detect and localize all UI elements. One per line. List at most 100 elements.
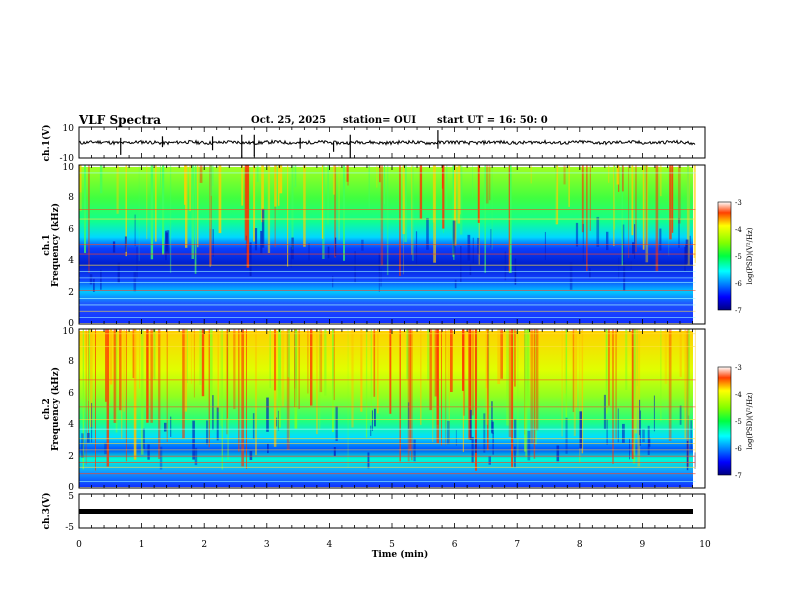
ch1-colorbar-tick--6: -6	[735, 280, 742, 288]
spectral-dip	[575, 222, 579, 247]
spectral-dip	[112, 241, 116, 253]
spectral-streak	[377, 329, 379, 414]
spectral-streak	[79, 165, 82, 212]
spectral-streak	[568, 165, 570, 207]
spectral-dip	[490, 229, 492, 248]
spectral-streak	[116, 165, 119, 214]
spectral-streak	[572, 329, 575, 412]
spectral-streak	[253, 165, 256, 242]
spectral-dip	[147, 444, 150, 460]
ch2-freq-tick-4: 4	[68, 420, 74, 430]
spectral-streak	[457, 165, 461, 224]
spectral-streak	[514, 329, 516, 387]
spectral-streak	[85, 329, 87, 465]
spectral-dip	[334, 237, 337, 257]
spectral-dip	[639, 410, 641, 446]
spectral-streak	[294, 165, 297, 188]
spectral-streak	[370, 329, 372, 422]
spectral-streak	[310, 329, 313, 406]
spectral-streak	[328, 165, 329, 210]
spectral-streak	[289, 329, 290, 442]
spectral-streak	[186, 329, 188, 384]
spectral-dip	[276, 417, 278, 427]
x-tick-label: 8	[577, 540, 583, 550]
spectral-streak	[500, 329, 503, 379]
spectral-streak	[555, 165, 559, 225]
spectral-streak	[625, 329, 628, 390]
spectral-dip	[684, 246, 686, 271]
spectral-streak	[445, 329, 447, 446]
spectral-dip	[327, 246, 330, 259]
spectral-streak	[459, 165, 463, 235]
spectral-streak	[201, 329, 205, 397]
spectral-streak	[454, 165, 457, 246]
spectral-dip	[308, 243, 310, 261]
ch2-colorbar-tick--6: -6	[735, 445, 742, 453]
spectral-streak	[166, 329, 168, 442]
spectral-streak	[622, 165, 624, 192]
ch1-freq-tick-0: 0	[68, 319, 74, 329]
spectral-streak	[506, 329, 509, 426]
spectral-dip	[117, 262, 120, 283]
spectral-streak	[246, 165, 250, 268]
spectral-streak	[612, 329, 614, 464]
spectral-streak	[645, 165, 648, 245]
ch1-waveform-panel: 10 -10 ch.1(V)	[41, 124, 706, 164]
spectral-dip	[596, 216, 600, 247]
x-axis-label: Time (min)	[372, 549, 429, 560]
spectral-streak	[119, 329, 122, 411]
spectral-streak	[616, 165, 620, 185]
spectral-dip	[527, 430, 531, 461]
spectral-streak	[333, 329, 335, 401]
spectral-streak	[429, 329, 432, 411]
ch1-freq-tick-8: 8	[68, 193, 74, 203]
spectral-streak	[95, 329, 96, 471]
spectral-streak	[513, 329, 515, 382]
spectral-streak	[146, 165, 148, 240]
ch1-ytick-top: 10	[63, 124, 75, 134]
ch1-freq-tick-10: 10	[63, 163, 75, 173]
spectral-dip	[290, 247, 292, 268]
ch2-freq-tick-2: 2	[68, 452, 74, 462]
ch1-colorbar-tick--3: -3	[735, 199, 742, 207]
spectral-streak	[452, 165, 455, 257]
spectral-dip	[556, 445, 560, 462]
spectral-streak	[631, 329, 634, 459]
ch1-waveform-ylabel: ch.1(V)	[41, 125, 52, 162]
ch1-colorbar-tick--7: -7	[735, 307, 742, 315]
spectral-dip	[354, 251, 356, 283]
spectral-streak	[664, 329, 668, 384]
spectral-dip	[565, 417, 568, 454]
spectral-streak	[632, 329, 636, 464]
ch2-freq-tick-0: 0	[68, 483, 74, 493]
spectral-dip	[159, 446, 163, 470]
spectral-streak	[255, 329, 257, 456]
spectral-streak	[212, 165, 214, 186]
x-axis-ticklabels: 0 1 2 3 4 5 6 7 8 9 10	[76, 540, 711, 550]
ch2-spectrogram-panel: 0 2 4 6 8 10 ch.2 Frequency (kHz) -3 -4 …	[42, 327, 754, 493]
spectral-streak	[158, 329, 161, 459]
spectral-dip	[249, 242, 252, 277]
spectral-dip	[371, 410, 373, 431]
spectral-streak	[269, 329, 271, 389]
spectral-streak	[687, 165, 690, 209]
spectral-streak	[644, 165, 648, 200]
x-tick-label: 1	[139, 540, 145, 550]
spectral-streak	[373, 329, 376, 397]
ch2-freq-tick-8: 8	[68, 357, 74, 367]
spectral-streak	[534, 329, 537, 445]
x-tick-label: 0	[76, 540, 82, 550]
spectral-streak	[441, 329, 442, 446]
spectral-dip	[569, 262, 573, 290]
spectral-dip	[164, 422, 167, 432]
spectral-dip	[472, 237, 474, 264]
spectral-streak	[608, 165, 610, 183]
spectral-dip	[483, 413, 486, 453]
ch2-colorbar-label: log(PSD)(V²/Hz)	[746, 392, 754, 449]
spectral-streak	[442, 165, 445, 229]
spectral-streak	[579, 329, 581, 463]
spectral-dip	[653, 395, 655, 432]
spectral-streak	[565, 329, 568, 417]
spectral-streak	[645, 165, 649, 263]
spectral-streak	[332, 329, 334, 432]
